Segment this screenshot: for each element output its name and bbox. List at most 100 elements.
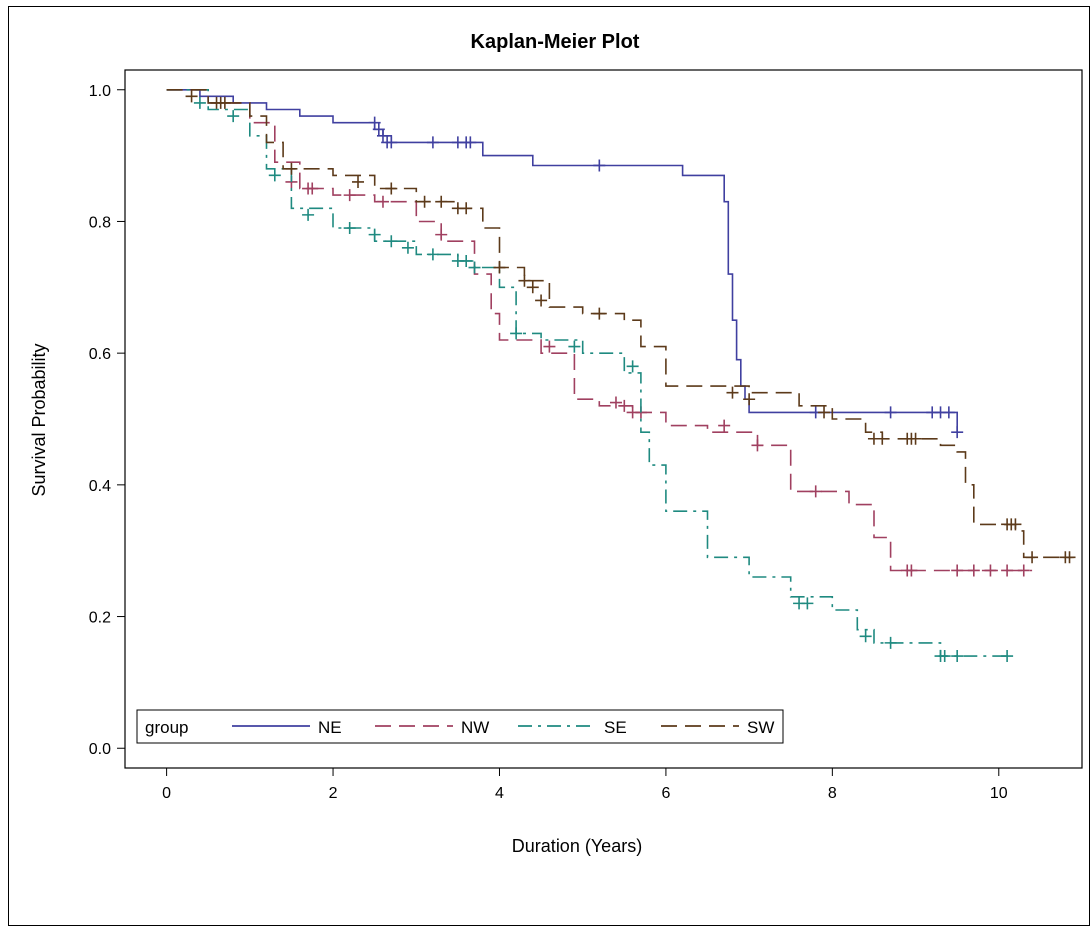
censor-mark <box>593 307 606 320</box>
censor-mark <box>376 195 389 208</box>
censor-mark <box>942 406 955 419</box>
censor-mark <box>626 360 639 373</box>
y-tick-label: 0.8 <box>89 214 111 231</box>
legend-label-ne: NE <box>318 718 342 737</box>
y-tick-label: 0.0 <box>89 741 111 758</box>
censor-mark <box>368 116 381 129</box>
censor-mark <box>376 129 389 142</box>
censor-mark <box>285 162 298 175</box>
censor-mark <box>905 564 918 577</box>
censor-mark <box>951 650 964 663</box>
censor-mark <box>859 630 872 643</box>
censor-mark <box>535 294 548 307</box>
censor-mark <box>385 136 398 149</box>
x-tick-label: 10 <box>990 785 1008 802</box>
x-tick-label: 0 <box>162 785 171 802</box>
censor-mark <box>401 241 414 254</box>
censor-marks-se <box>193 96 1014 663</box>
censor-mark <box>460 254 473 267</box>
censor-mark <box>193 96 206 109</box>
censor-mark <box>884 406 897 419</box>
censor-mark <box>543 340 556 353</box>
censor-mark <box>1017 564 1030 577</box>
censor-mark <box>510 327 523 340</box>
censor-mark <box>1026 551 1039 564</box>
censor-mark <box>385 182 398 195</box>
series-line-ne <box>166 89 958 433</box>
censor-mark <box>726 386 739 399</box>
censor-mark <box>435 228 448 241</box>
censor-mark <box>460 202 473 215</box>
censor-mark <box>818 406 831 419</box>
censor-mark <box>418 195 431 208</box>
censor-mark <box>1009 518 1022 531</box>
legend-title: group <box>145 718 188 737</box>
censor-mark <box>185 90 198 103</box>
censor-mark <box>609 396 622 409</box>
censor-mark <box>268 169 281 182</box>
y-tick-label: 1.0 <box>89 83 111 100</box>
y-tick-label: 0.6 <box>89 346 111 363</box>
censor-mark <box>464 136 477 149</box>
censor-mark <box>1001 564 1014 577</box>
censor-mark <box>909 432 922 445</box>
censor-mark <box>876 432 889 445</box>
censor-mark <box>372 123 385 136</box>
x-tick-label: 6 <box>661 785 670 802</box>
censor-mark <box>518 274 531 287</box>
censor-mark <box>951 426 964 439</box>
censor-mark <box>306 182 319 195</box>
censor-mark <box>343 189 356 202</box>
x-tick-label: 2 <box>329 785 338 802</box>
censor-mark <box>718 419 731 432</box>
censor-mark <box>984 564 997 577</box>
censor-mark <box>568 340 581 353</box>
series-line-se <box>166 89 1008 657</box>
series-layer <box>166 89 1076 663</box>
series-line-nw <box>166 89 1033 572</box>
censor-mark <box>368 228 381 241</box>
y-axis-label: Survival Probability <box>29 343 49 496</box>
legend-label-se: SE <box>604 718 627 737</box>
x-axis-label: Duration (Years) <box>512 836 642 856</box>
y-tick-label: 0.2 <box>89 610 111 627</box>
censor-mark <box>468 261 481 274</box>
censor-mark <box>385 235 398 248</box>
censor-mark <box>227 110 240 123</box>
chart-title: Kaplan-Meier Plot <box>471 31 640 53</box>
censor-mark <box>809 485 822 498</box>
censor-mark <box>938 650 951 663</box>
censor-mark <box>1063 551 1076 564</box>
censor-mark <box>618 399 631 412</box>
censor-mark <box>302 208 315 221</box>
censor-mark <box>1001 650 1014 663</box>
censor-marks-sw <box>185 90 1076 564</box>
censor-mark <box>743 393 756 406</box>
censor-mark <box>526 281 539 294</box>
series-line-sw <box>166 89 1074 559</box>
censor-mark <box>967 564 980 577</box>
censor-mark <box>352 175 365 188</box>
censor-marks-nw <box>285 175 1030 577</box>
plot-area-frame <box>124 69 1083 769</box>
legend-label-sw: SW <box>747 718 774 737</box>
censor-mark <box>751 439 764 452</box>
censor-marks-ne <box>368 116 964 439</box>
censor-mark <box>426 136 439 149</box>
censor-mark <box>218 96 231 109</box>
censor-mark <box>884 636 897 649</box>
censor-mark <box>493 261 506 274</box>
censor-mark <box>435 195 448 208</box>
censor-mark <box>593 159 606 172</box>
y-tick-label: 0.4 <box>89 478 111 495</box>
censor-mark <box>426 248 439 261</box>
x-tick-label: 8 <box>828 785 837 802</box>
axis-ticks: 0 2 4 6 8 10 0.0 0.2 0.4 0.6 0.8 1.0 <box>89 83 1008 802</box>
x-tick-label: 4 <box>495 785 504 802</box>
censor-mark <box>801 597 814 610</box>
legend: group NE NW SE SW <box>136 709 784 744</box>
censor-mark <box>343 222 356 235</box>
censor-mark <box>951 564 964 577</box>
legend-label-nw: NW <box>461 718 489 737</box>
